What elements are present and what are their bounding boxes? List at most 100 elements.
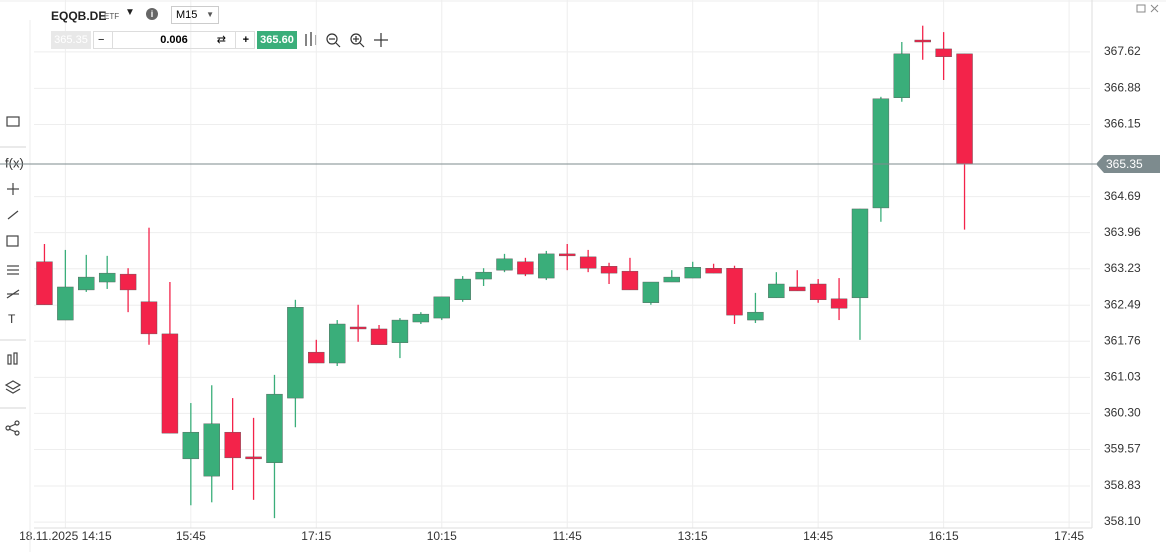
info-icon[interactable]: i — [146, 8, 158, 20]
candle-body — [809, 283, 827, 301]
candle-body — [349, 326, 367, 330]
candle-body — [768, 283, 785, 299]
symbol[interactable]: EQQB.DE — [51, 9, 107, 23]
candle-body — [893, 53, 911, 98]
candle-body — [78, 276, 95, 291]
y-tick-label: 363.23 — [1104, 261, 1141, 275]
candle-body — [684, 267, 701, 279]
quantity-field[interactable]: − 0.006 ⇄ + — [93, 31, 255, 49]
candle-body — [475, 271, 492, 280]
candle-body — [266, 393, 283, 464]
candle-body — [621, 270, 639, 291]
candle-body — [830, 298, 848, 309]
chart-tools — [305, 32, 388, 48]
candle-body — [872, 98, 890, 209]
y-tick-label: 366.15 — [1104, 117, 1141, 131]
quantity: 0.006 — [160, 34, 188, 46]
x-tick-label: 11:45 — [553, 529, 582, 543]
last-price-label: 365.35 — [1106, 157, 1143, 171]
chart-type-button[interactable] — [305, 32, 317, 46]
candle-body — [956, 53, 973, 165]
candle-body — [140, 301, 158, 335]
candle-body — [579, 256, 597, 269]
candle-body — [36, 261, 53, 305]
y-tick-label: 360.30 — [1104, 406, 1141, 420]
candle-body — [182, 431, 200, 460]
candle-body — [747, 311, 764, 321]
candle-body — [203, 423, 220, 477]
candle-body — [538, 253, 555, 279]
dropdown-arrow[interactable]: ▼ — [125, 7, 135, 18]
candle-body — [517, 261, 534, 275]
bid-button[interactable]: 365.35 — [51, 31, 91, 49]
close-button[interactable] — [1150, 4, 1159, 13]
x-tick-label: 17:45 — [1054, 529, 1084, 543]
grid — [34, 0, 1090, 528]
candle-body — [329, 323, 346, 364]
candle-body — [642, 281, 660, 303]
y-tick-label: 359.57 — [1104, 442, 1141, 456]
window-controls — [1136, 4, 1159, 13]
candle-body — [705, 267, 722, 274]
maximize-button[interactable] — [1136, 4, 1146, 13]
candle-body — [935, 48, 952, 58]
candle-body — [496, 258, 513, 271]
pan-button[interactable] — [374, 33, 388, 47]
candle-body — [789, 286, 806, 292]
candle-body — [161, 333, 179, 434]
left-toolbar — [0, 116, 26, 436]
dropdown-arrow: ▼ — [206, 10, 214, 19]
y-tick-label: 361.76 — [1104, 333, 1141, 347]
x-tick-label: 13:15 — [678, 529, 708, 543]
tool-icon[interactable] — [6, 235, 19, 247]
candle-body — [726, 267, 743, 316]
candle-body — [914, 39, 931, 43]
candle-body — [391, 319, 409, 343]
timeframe: M15 — [176, 9, 198, 21]
candle-body — [559, 253, 576, 257]
x-tick-label: 18.11.2025 14:15 — [19, 529, 112, 543]
candle-body — [454, 278, 471, 301]
fx-icon[interactable]: f(x) — [5, 155, 24, 170]
candle-body — [433, 296, 450, 319]
last-price-tag — [1096, 154, 1160, 173]
tool-icon[interactable] — [6, 116, 20, 127]
asset-type: ETF — [104, 12, 120, 21]
candle-body — [98, 272, 116, 283]
candle-body — [663, 276, 680, 283]
candle-body — [119, 273, 137, 291]
x-tick-label: 10:15 — [427, 529, 457, 543]
plus-button[interactable]: + — [242, 34, 249, 46]
y-tick-label: 358.83 — [1104, 478, 1141, 492]
y-tick-label: 366.88 — [1104, 81, 1141, 95]
candle-body — [851, 208, 869, 299]
timeframe-select[interactable]: M15 ▼ — [171, 6, 219, 24]
candle-body — [57, 286, 74, 321]
candle-body — [600, 266, 618, 274]
x-tick-label: 16:15 — [929, 529, 959, 543]
y-tick-label: 361.03 — [1104, 370, 1141, 384]
tool-icon[interactable] — [7, 210, 19, 220]
candle-body — [308, 351, 325, 364]
y-tick-label: 362.49 — [1104, 297, 1141, 311]
candle-body — [224, 431, 241, 459]
y-tick-label: 358.10 — [1104, 514, 1141, 528]
candle-body — [287, 307, 304, 399]
x-tick-label: 14:45 — [803, 529, 833, 543]
zoom-out-button[interactable] — [326, 33, 341, 48]
y-tick-label: 367.62 — [1104, 44, 1141, 58]
x-tick-label: 15:45 — [176, 529, 206, 543]
x-tick-label: 17:15 — [301, 529, 331, 543]
y-tick-label: 363.96 — [1104, 225, 1141, 239]
y-tick-label: 364.69 — [1104, 189, 1141, 203]
text-tool-icon[interactable]: T — [8, 312, 16, 326]
minus-button[interactable]: − — [98, 34, 105, 46]
swap-icon[interactable]: ⇄ — [216, 34, 226, 46]
zoom-in-button[interactable] — [350, 33, 365, 48]
candle-body — [370, 328, 388, 345]
candle-body — [245, 456, 262, 460]
candle-body — [412, 313, 430, 323]
ask-button[interactable]: 365.60 — [257, 31, 297, 49]
